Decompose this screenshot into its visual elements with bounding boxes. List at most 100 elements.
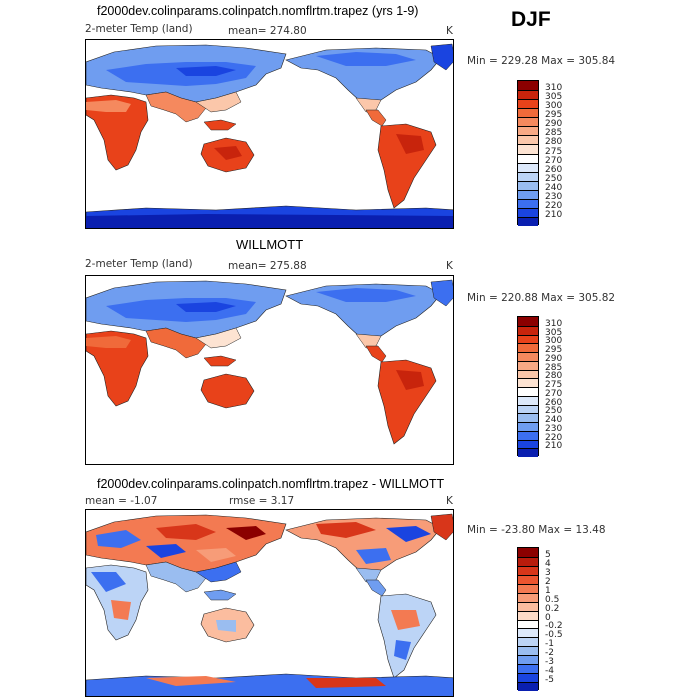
colorbar-box: [518, 583, 538, 593]
colorbar-box: [518, 592, 538, 602]
colorbar-box: [518, 117, 538, 127]
colorbar-box: [518, 378, 538, 387]
colorbar-label: 260: [545, 397, 563, 408]
colorbar-box: [518, 162, 538, 172]
colorbar-box: [518, 207, 538, 217]
colorbar-label: 0: [545, 612, 551, 623]
colorbar-label: 4: [545, 558, 551, 569]
colorbar-box: [518, 180, 538, 190]
colorbar-box: [518, 664, 538, 674]
colorbar-label: 290: [545, 353, 563, 364]
colorbar-box: [518, 646, 538, 656]
colorbar-label: -0.2: [545, 621, 563, 632]
colorbar-label: 275: [545, 146, 563, 157]
panel-2-colorbar: [517, 316, 539, 457]
colorbar-box: [518, 135, 538, 145]
panel-3-units-label: K: [446, 495, 453, 507]
colorbar-box: [518, 198, 538, 208]
panel-3-mean-label: mean = -1.07: [85, 495, 158, 507]
colorbar-box: [518, 439, 538, 449]
colorbar-box: [518, 153, 538, 163]
colorbar-box: [518, 189, 538, 199]
colorbar-label: 300: [545, 336, 563, 347]
colorbar-box: [518, 369, 538, 379]
colorbar-box: [518, 325, 538, 335]
panel-2-mean-label: mean= 275.88: [228, 260, 307, 272]
colorbar-label: 230: [545, 423, 563, 434]
panel-2-variable-label: 2-meter Temp (land): [85, 258, 193, 270]
colorbar-box: [518, 637, 538, 647]
colorbar-box: [518, 565, 538, 575]
panel-2-map: [85, 275, 454, 465]
colorbar-box: [518, 655, 538, 665]
colorbar-label: 240: [545, 182, 563, 193]
colorbar-label: 250: [545, 406, 563, 417]
colorbar-box: [518, 216, 538, 226]
colorbar-box: [518, 601, 538, 611]
colorbar-box: [518, 99, 538, 109]
colorbar-box: [518, 144, 538, 154]
panel-1-title: f2000dev.colinparams.colinpatch.nomflrtm…: [97, 4, 419, 18]
colorbar-label: 220: [545, 200, 563, 211]
colorbar-label: 270: [545, 155, 563, 166]
colorbar-box: [518, 682, 538, 691]
panel-3-colorbar: [517, 547, 539, 691]
colorbar-label: 3: [545, 567, 551, 578]
colorbar-box: [518, 343, 538, 352]
colorbar-label: 295: [545, 110, 563, 121]
colorbar-box: [518, 619, 538, 629]
colorbar-label: -2: [545, 648, 554, 659]
panel-3-map: [85, 509, 454, 697]
panel-2-map-graphic: [86, 279, 453, 445]
colorbar-label: 0.2: [545, 603, 560, 614]
colorbar-box: [518, 556, 538, 566]
colorbar-label: 305: [545, 327, 563, 338]
colorbar-box: [518, 610, 538, 620]
colorbar-label: 1: [545, 585, 551, 596]
colorbar-label: 310: [545, 83, 563, 94]
panel-1-colorbar: [517, 80, 539, 226]
colorbar-label: 260: [545, 164, 563, 175]
panel-1-variable-label: 2-meter Temp (land): [85, 23, 193, 35]
colorbar-label: 220: [545, 432, 563, 443]
colorbar-box: [518, 422, 538, 431]
colorbar-label: 305: [545, 92, 563, 103]
colorbar-label: 285: [545, 362, 563, 373]
panel-3-minmax: Min = -23.80 Max = 13.48: [467, 524, 606, 536]
colorbar-label: 270: [545, 388, 563, 399]
colorbar-box: [518, 448, 538, 457]
colorbar-label: 210: [545, 209, 563, 220]
colorbar-label: 280: [545, 137, 563, 148]
colorbar-label: 2: [545, 576, 551, 587]
colorbar-box: [518, 334, 538, 344]
panel-1-minmax: Min = 229.28 Max = 305.84: [467, 55, 616, 67]
colorbar-label: 300: [545, 101, 563, 112]
colorbar-label: 275: [545, 380, 563, 390]
colorbar-box: [518, 395, 538, 405]
panel-1-map-graphic: [86, 43, 453, 228]
colorbar-label: 310: [545, 318, 563, 329]
panel-1-units-label: K: [446, 25, 453, 37]
panel-1-mean-label: mean= 274.80: [228, 25, 307, 37]
colorbar-box: [518, 430, 538, 440]
colorbar-label: 250: [545, 173, 563, 184]
colorbar-label: -0.5: [545, 630, 563, 641]
panel-2-units-label: K: [446, 260, 453, 272]
colorbar-label: 240: [545, 415, 563, 425]
season-label: DJF: [511, 8, 551, 31]
colorbar-box: [518, 126, 538, 136]
colorbar-label: 295: [545, 345, 563, 355]
colorbar-label: 290: [545, 119, 563, 130]
colorbar-box: [518, 413, 538, 422]
colorbar-label: 230: [545, 191, 563, 202]
panel-3-map-graphic: [86, 513, 453, 696]
colorbar-label: 5: [545, 549, 551, 560]
colorbar-box: [518, 352, 538, 361]
colorbar-label: -4: [545, 666, 554, 677]
colorbar-label: -3: [545, 657, 554, 668]
colorbar-box: [518, 548, 538, 557]
colorbar-label: 210: [545, 441, 563, 452]
colorbar-box: [518, 387, 538, 396]
colorbar-label: 280: [545, 371, 563, 382]
panel-2-title: WILLMOTT: [236, 237, 304, 252]
